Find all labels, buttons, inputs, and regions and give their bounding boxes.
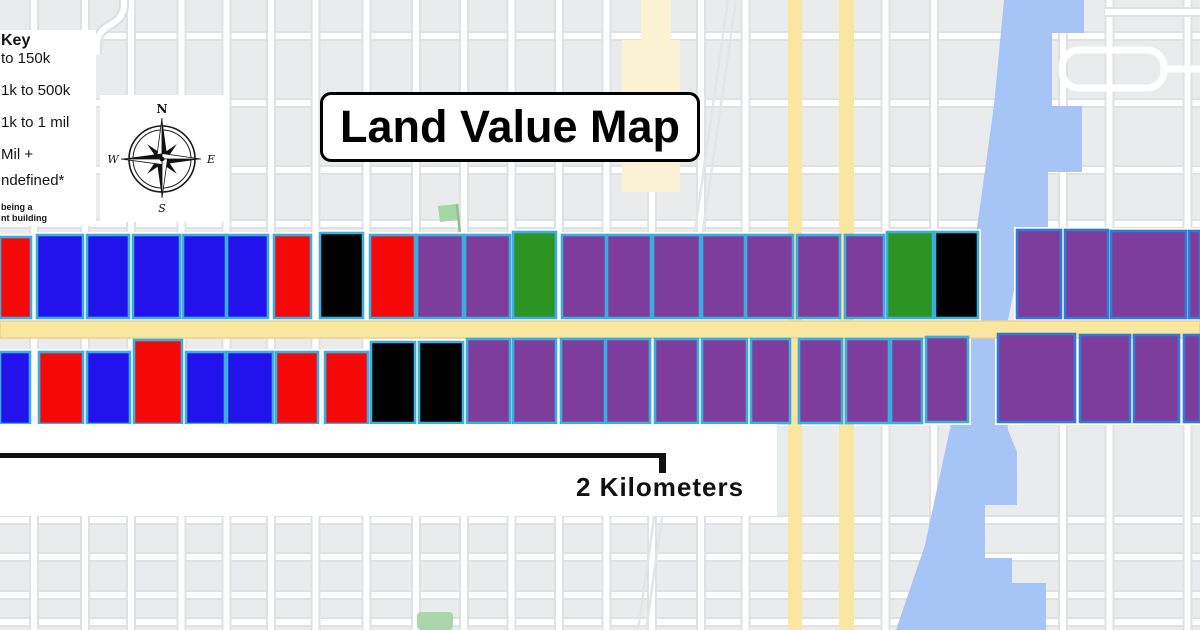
compass-rose-icon: N E S W: [107, 102, 215, 215]
scalebar-panel: 2 Kilometers: [0, 424, 777, 516]
parcel-top-8-black: [318, 231, 365, 320]
compass-south-label: S: [158, 202, 166, 215]
parcel-bottom-2-red: [37, 350, 85, 426]
vertical-road-1: [788, 0, 802, 630]
parcel-bottom-20-purple: [889, 337, 924, 425]
parcel-top-25-purple: [1187, 229, 1200, 320]
parcel-top-13-purple: [560, 233, 608, 320]
poi-area-small: [641, 0, 671, 40]
compass-rose-panel: N E S W: [100, 95, 224, 222]
park-patch: [417, 612, 453, 630]
map-title-box: Land Value Map: [320, 92, 700, 162]
parcel-top-15-purple: [651, 233, 702, 320]
compass-cardinal-points: [120, 117, 202, 199]
parcel-bottom-1-blue: [0, 350, 32, 426]
parcel-bottom-8-red: [323, 350, 370, 426]
parcel-bottom-18-purple: [797, 337, 844, 425]
legend-heading: Key: [1, 32, 31, 49]
parcel-bottom-16-purple: [700, 337, 749, 425]
parcel-bottom-14-purple: [604, 337, 652, 425]
compass-north-label: N: [157, 102, 168, 116]
parcel-bottom-22-purple: [996, 332, 1077, 424]
parcel-top-5-blue: [181, 233, 228, 320]
parcel-bottom-7-red: [274, 350, 320, 426]
parcel-top-7-red: [272, 233, 313, 320]
parcel-bottom-4-red: [132, 338, 184, 426]
ramp-road: [93, 0, 127, 56]
parcel-bottom-21-purple: [924, 335, 970, 424]
map-title: Land Value Map: [339, 101, 681, 152]
parcel-bottom-11-purple: [465, 337, 512, 425]
legend-item-undefined: ndefined*: [1, 172, 65, 189]
park-flag-pole: [455, 203, 462, 236]
parcel-bottom-19-purple: [844, 337, 891, 425]
parcel-top-21-black: [933, 230, 980, 320]
parcel-top-11-purple: [463, 233, 512, 320]
parcels-layer: [0, 228, 1200, 426]
parcel-top-14-purple: [605, 233, 653, 320]
legend-item-1mil-plus: Mil +: [1, 146, 34, 163]
parcel-top-9-red: [368, 233, 417, 320]
parcel-bottom-13-purple: [559, 337, 607, 425]
parcel-top-1-red: [0, 235, 33, 320]
legend-footnote-line2: nt building: [1, 213, 47, 223]
parcel-bottom-17-purple: [749, 337, 792, 425]
legend-item-500k-1mil: 1k to 1 mil: [1, 114, 70, 131]
parcel-bottom-15-purple: [653, 337, 700, 425]
parcel-top-6-blue: [225, 233, 270, 320]
parcel-bottom-3-blue: [85, 350, 132, 426]
parcel-bottom-25-purple: [1182, 333, 1200, 424]
park-flag-icon: [438, 204, 458, 222]
parcel-top-2-blue: [35, 233, 85, 320]
legend-panel: Key to 150k 1k to 500k 1k to 1 mil Mil +…: [0, 30, 96, 226]
parcel-bottom-6-blue: [225, 350, 275, 426]
parcel-top-4-blue: [131, 233, 182, 320]
parcel-top-3-blue: [85, 233, 131, 320]
parcel-bottom-24-purple: [1132, 333, 1181, 424]
parcel-top-20-green: [885, 230, 935, 320]
scalebar-line: [0, 453, 666, 458]
compass-west-label: W: [107, 153, 120, 166]
parcel-top-18-purple: [795, 233, 842, 320]
parcel-top-10-purple: [415, 233, 465, 320]
parcel-top-16-purple: [700, 233, 747, 320]
parcel-top-19-purple: [843, 233, 886, 320]
parcel-top-17-purple: [744, 233, 795, 320]
parcel-bottom-12-purple: [511, 337, 558, 425]
legend-item-150k-500k: 1k to 500k: [1, 82, 71, 99]
parcel-top-12-green: [511, 230, 558, 320]
parcel-top-23-purple: [1063, 228, 1110, 320]
parcel-bottom-10-black: [417, 340, 465, 425]
parcel-bottom-9-black: [369, 340, 417, 425]
compass-east-label: E: [206, 153, 215, 166]
parcel-bottom-5-blue: [184, 350, 227, 426]
parcel-top-24-purple: [1109, 229, 1188, 320]
river: [896, 0, 1084, 630]
legend-footnote-line1: being a: [1, 202, 33, 212]
legend-item-0-150k: to 150k: [1, 50, 51, 67]
parcel-bottom-23-purple: [1078, 333, 1132, 424]
scalebar-tick: [659, 453, 666, 473]
scalebar-label: 2 Kilometers: [576, 472, 745, 502]
parcel-top-22-purple: [1015, 228, 1063, 320]
